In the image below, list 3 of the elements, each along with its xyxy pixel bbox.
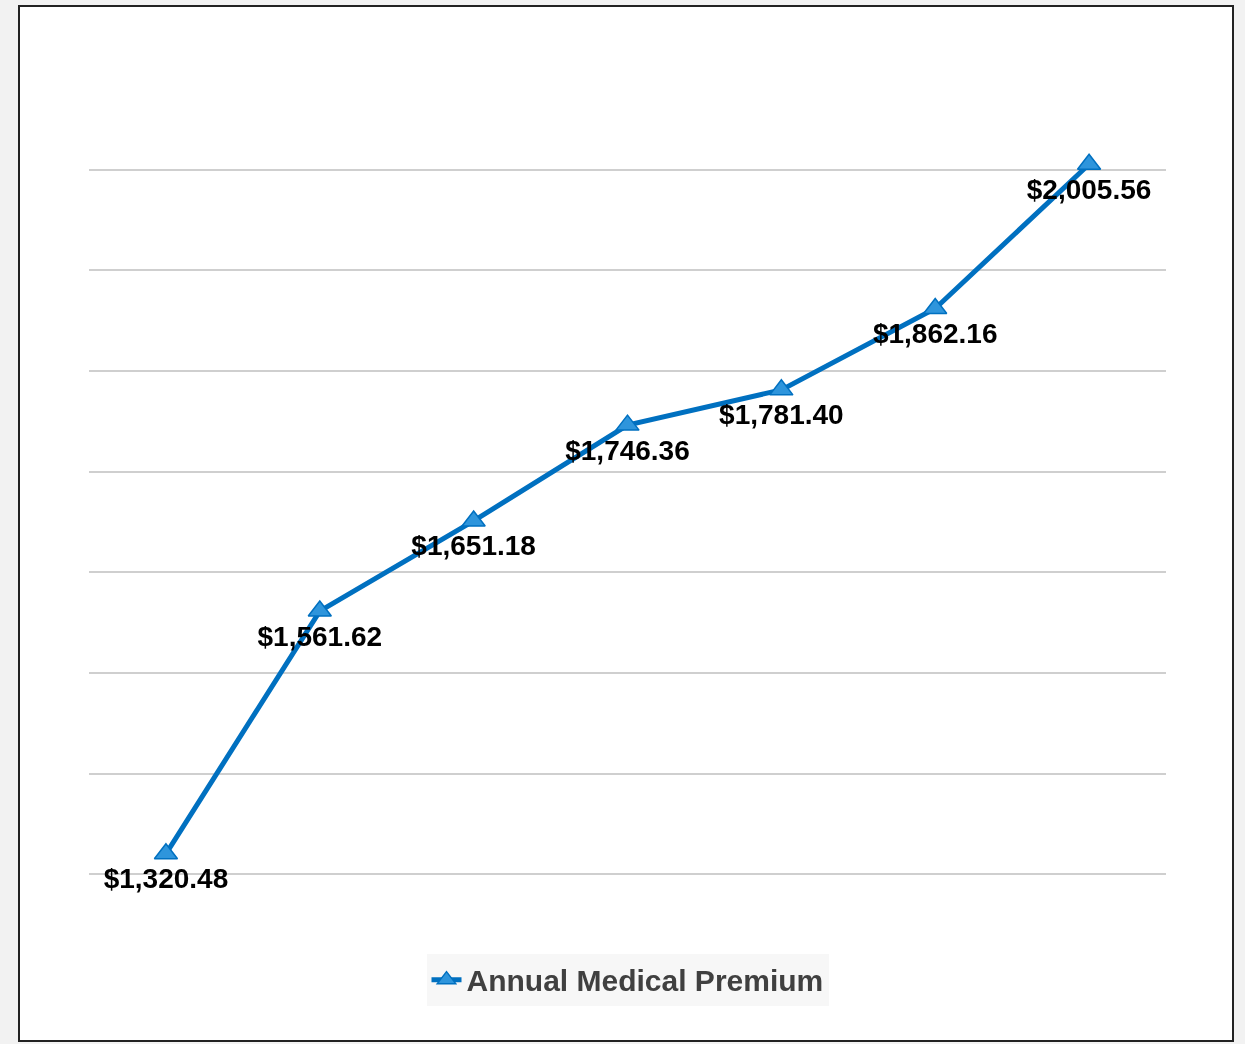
data-label: $1,781.40	[719, 399, 844, 431]
data-label: $1,320.48	[103, 863, 229, 895]
legend-label: Annual Medical Premium	[466, 964, 824, 998]
